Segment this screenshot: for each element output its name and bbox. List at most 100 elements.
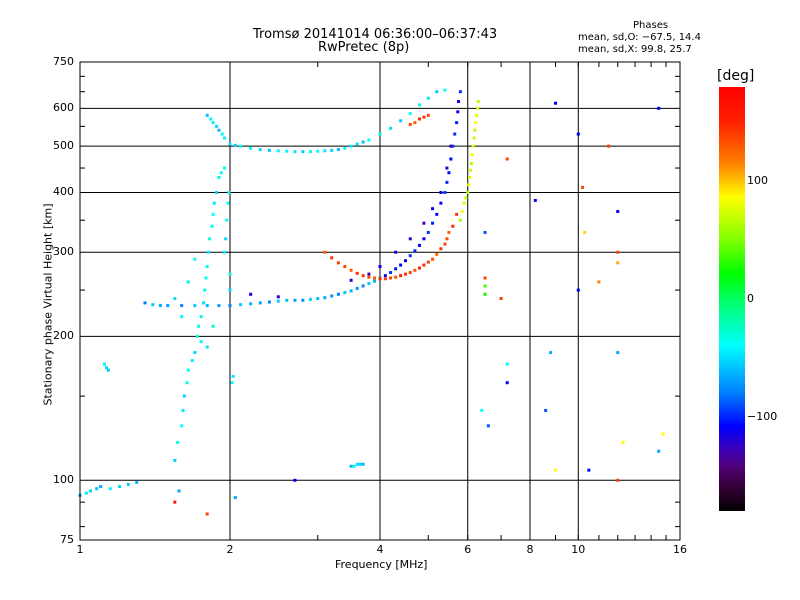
data-point (308, 150, 312, 154)
data-point (472, 136, 476, 140)
data-point (451, 144, 455, 148)
data-point (474, 121, 478, 125)
data-point (193, 257, 197, 261)
data-point (293, 150, 297, 154)
scatter-point (499, 297, 503, 301)
data-point (439, 247, 443, 251)
data-point (417, 103, 421, 107)
data-point (447, 171, 451, 175)
scatter-point (233, 496, 237, 500)
data-point (445, 166, 449, 170)
colorbar-label: [deg] (717, 68, 755, 84)
data-point (422, 115, 426, 119)
scatter-point (486, 424, 490, 428)
y-tick-label: 100 (53, 473, 74, 487)
scatter-point (616, 210, 620, 214)
data-point (422, 237, 426, 241)
data-point (173, 458, 177, 462)
data-point (367, 138, 371, 142)
scatter-point (553, 468, 557, 472)
data-point (403, 272, 407, 276)
data-point (126, 482, 130, 486)
data-point (408, 112, 412, 116)
data-point (361, 462, 365, 466)
data-point (426, 96, 430, 100)
data-point (408, 254, 412, 258)
data-point (230, 381, 234, 385)
data-point (352, 464, 356, 468)
data-point (104, 366, 108, 370)
data-point (355, 142, 359, 146)
phase-x-stats: mean, sd,X: 99.8, 25.7 (578, 44, 692, 55)
chart-subtitle: RwPretec (8p) (318, 40, 410, 55)
data-point (211, 121, 215, 125)
phase-heading: Phases (633, 20, 669, 31)
data-point (336, 292, 340, 296)
data-point (394, 250, 398, 254)
data-point (223, 250, 227, 254)
data-point (228, 142, 232, 146)
data-point (462, 201, 466, 205)
data-point (206, 250, 210, 254)
data-point (210, 224, 214, 228)
data-point (426, 230, 430, 234)
data-point (422, 221, 426, 225)
data-point (195, 334, 199, 338)
data-point (447, 230, 451, 234)
data-point (258, 301, 262, 305)
data-point (190, 359, 194, 363)
scatter-point (616, 478, 620, 482)
data-point (460, 210, 464, 214)
data-point (212, 201, 216, 205)
data-point (204, 276, 208, 280)
data-point (383, 277, 387, 281)
scatter-point (621, 440, 625, 444)
data-point (399, 263, 403, 267)
data-point (413, 249, 417, 253)
data-point (349, 464, 353, 468)
phase-o-stats: mean, sd,O: −67.5, 14.4 (578, 32, 701, 43)
data-point (417, 117, 421, 121)
data-point (417, 266, 421, 270)
data-point (84, 491, 88, 495)
data-point (394, 275, 398, 279)
scatter-point (505, 381, 509, 385)
data-point (276, 299, 280, 303)
data-point (225, 218, 229, 222)
scatter-point (616, 351, 620, 355)
data-point (343, 291, 347, 295)
data-point (217, 128, 221, 132)
data-point (426, 113, 430, 117)
data-point (166, 304, 170, 308)
scatter-point (483, 230, 487, 234)
data-point (95, 487, 99, 491)
data-point (378, 277, 382, 281)
data-point (209, 117, 213, 121)
data-point (458, 90, 462, 94)
data-point (389, 126, 393, 130)
data-point (276, 295, 280, 299)
data-point (293, 298, 297, 302)
data-point (443, 88, 447, 92)
y-axis-label: Stationary phase Virtual Height [km] (41, 203, 55, 406)
data-point (180, 315, 184, 319)
data-point (233, 143, 237, 147)
data-point (239, 303, 243, 307)
data-point (228, 288, 232, 292)
data-point (349, 268, 353, 272)
data-point (355, 462, 359, 466)
data-point (431, 207, 435, 211)
data-point (211, 324, 215, 328)
scatter-point (576, 288, 580, 292)
scatter-point (480, 408, 484, 412)
data-point (220, 132, 224, 136)
data-point (117, 485, 121, 489)
data-point (193, 351, 197, 355)
scatter-point (505, 362, 509, 366)
data-point (367, 282, 371, 286)
data-point (228, 272, 232, 276)
scatter-point (483, 292, 487, 296)
scatter-point (505, 157, 509, 161)
data-point (208, 237, 212, 241)
